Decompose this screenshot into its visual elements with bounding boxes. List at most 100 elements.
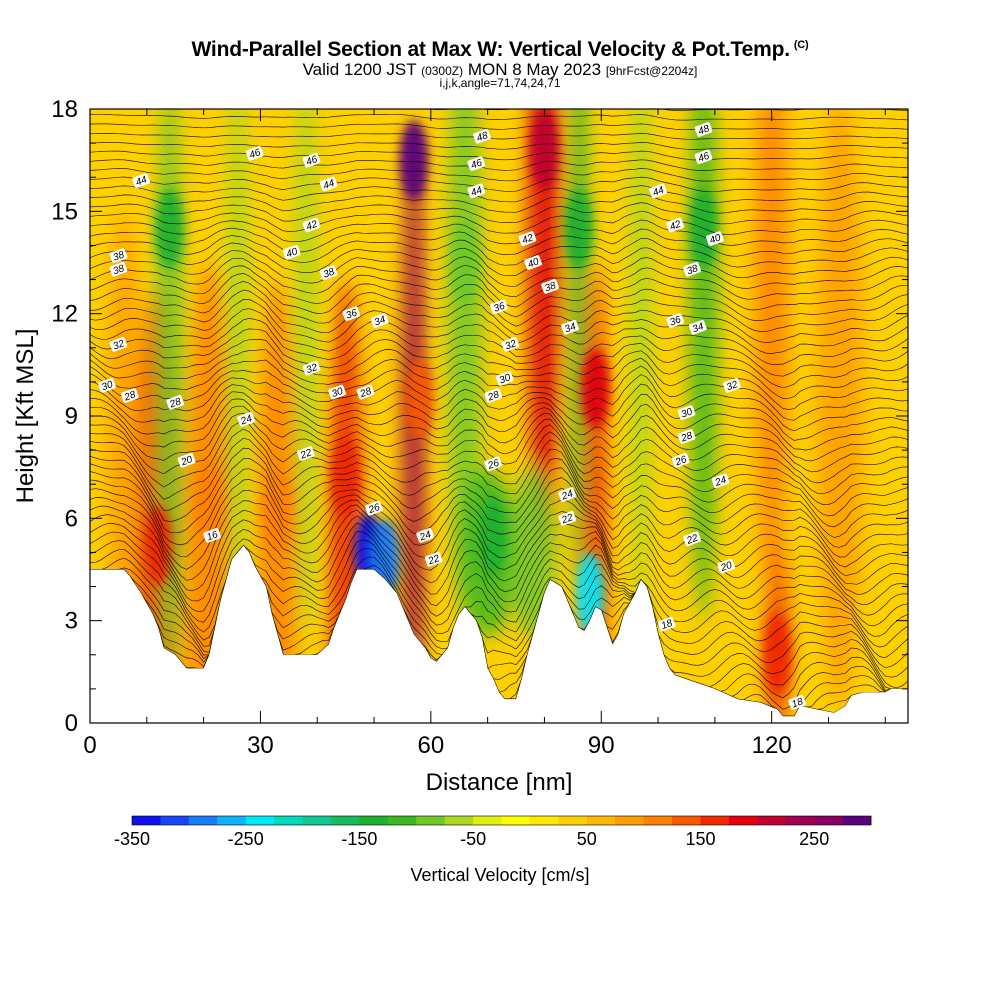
contour-label-bg [424,551,443,567]
contour-label-bg [370,313,389,328]
contour-label-bg [356,384,375,400]
velocity-core-8 [530,109,559,190]
colorbar-tick-label: -350 [114,829,150,849]
isentrope-36 [90,339,908,399]
contour-label-bg [558,510,577,526]
isentrope-61 [90,123,908,131]
contour-label-12: 44 [319,176,338,192]
colorbar-swatch [558,816,588,825]
contour-label-46: 34 [688,319,707,335]
colorbar-swatch [302,816,332,825]
contour-label-42: 42 [666,217,684,233]
contour-label-bg [484,456,503,472]
contour-label-bg [319,265,338,281]
contour-label-31: 36 [490,299,508,315]
isentrope-16 [90,509,908,606]
isentrope-35 [90,349,908,410]
isentrope-32 [90,377,908,441]
x-tick-label: 120 [752,732,792,759]
field-band-1 [186,262,233,723]
contour-label-text: 20 [718,560,734,575]
contour-label-bg [561,319,579,335]
contour-label-bg [328,384,346,400]
field-band-12 [689,109,718,621]
contour-label-text: 32 [112,338,127,352]
contour-label-text: 36 [345,307,360,321]
contour-label-text: 38 [112,263,127,277]
colorbar-swatch [529,816,559,825]
contour-label-26: 46 [467,156,486,172]
isentrope-57 [90,159,908,171]
isentrope-46 [90,250,908,289]
contour-label-7: 24 [237,412,256,428]
contour-label-16: 36 [342,306,361,322]
contour-label-bg [109,337,128,352]
contour-label-text: 28 [167,396,183,411]
contour-label-5: 28 [120,388,139,404]
contour-label-28: 42 [518,231,537,247]
isentrope-37 [90,328,908,389]
contour-label-bg [245,145,264,161]
contour-label-text: 34 [373,314,388,328]
contour-label-text: 28 [358,386,374,401]
isentrope-42 [90,281,908,332]
contour-label-bg [365,500,383,516]
contour-label-bg [484,388,503,403]
chart-title-text: Wind-Parallel Section at Max W: Vertical… [191,38,791,61]
x-axis-label: Distance [nm] [426,769,573,796]
colorbar-swatch [842,816,872,825]
colorbar-swatch [501,816,531,825]
colorbar-swatch [615,816,644,825]
contour-label-23: 24 [416,528,435,544]
colorbar-swatch [331,816,360,825]
subtitle-utc: (0300Z) [421,64,464,78]
contour-label-48: 30 [677,405,696,421]
contour-label-bg [342,306,361,322]
isentrope-17 [90,504,908,595]
colorbar-swatch [274,816,303,825]
contour-label-bg [694,149,713,165]
contour-label-17: 34 [370,313,389,329]
contour-label-bg [467,183,486,199]
field-band-13 [629,109,653,621]
contour-label-bg [490,299,508,315]
contour-label-bg [666,313,684,328]
isentrope-24 [90,437,908,528]
contour-label-3: 32 [109,337,128,352]
chart-title: Wind-Parallel Section at Max W: Vertical… [0,38,1000,62]
y-tick-label: 9 [65,403,78,430]
contour-label-43: 40 [706,231,724,247]
velocity-core-12 [155,188,184,269]
contour-label-text: 44 [322,178,337,192]
x-tick-label: 30 [247,732,274,759]
contour-label-14: 40 [282,244,301,260]
contour-label-41: 44 [649,183,667,199]
velocity-core-2 [263,471,292,552]
contour-label-53: 20 [717,558,736,575]
contour-label-6: 28 [166,395,185,411]
contour-label-bg [717,558,736,574]
contour-label-35: 26 [484,456,503,472]
velocity-core-3 [331,437,360,518]
isentrope-48 [90,235,908,268]
contour-label-bg [677,405,696,420]
contour-label-text: 30 [330,386,345,400]
isentrope-22 [90,457,908,548]
contour-label-bg [98,377,116,393]
contour-label-27: 44 [467,183,486,199]
contour-label-text: 48 [697,123,712,137]
isentrope-40 [90,299,908,354]
isentrope-29 [90,398,908,473]
colorbar-swatch [814,816,843,825]
contour-label-text: 28 [122,389,138,404]
isentrope-39 [90,308,908,365]
contour-label-text: 46 [697,151,712,165]
terrain-mask [90,545,908,723]
contour-label-text: 22 [684,533,700,548]
isentrope-52 [90,202,908,225]
contour-label-24: 22 [424,551,443,568]
contour-label-text: 30 [498,372,513,386]
contour-label-text: 20 [179,454,195,469]
